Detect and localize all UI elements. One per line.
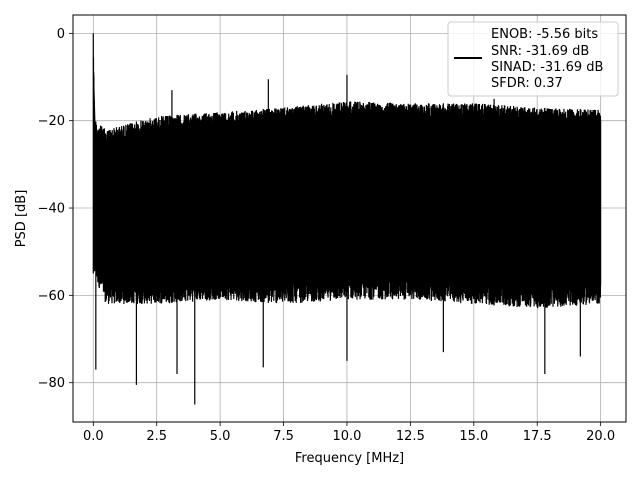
legend: ENOB: -5.56 bits SNR: -31.69 dB SINAD: -… <box>447 21 619 97</box>
y-tick-label: −20 <box>38 114 65 129</box>
x-tick-label: 20.0 <box>586 429 615 444</box>
y-tick-label: −40 <box>38 202 65 217</box>
y-axis-ticks: 0 −20 −40 −60 −80 <box>38 27 73 391</box>
y-axis-label: PSD [dB] <box>14 190 29 248</box>
x-tick-label: 15.0 <box>459 429 488 444</box>
y-tick-label: −80 <box>38 376 65 391</box>
legend-line-snr: SNR: -31.69 dB <box>491 44 589 59</box>
legend-box <box>447 21 619 97</box>
x-axis-ticks: 0.0 2.5 5.0 7.5 10.0 12.5 15.0 17.5 20.0 <box>83 422 615 444</box>
legend-line-enob: ENOB: -5.56 bits <box>491 27 598 42</box>
y-tick-label: 0 <box>57 27 65 42</box>
legend-line-sinad: SINAD: -31.69 dB <box>491 60 603 75</box>
psd-series-band <box>93 46 601 265</box>
x-tick-label: 7.5 <box>273 429 294 444</box>
x-axis-label: Frequency [MHz] <box>295 451 404 466</box>
plot-frame <box>72 14 627 423</box>
x-tick-label: 17.5 <box>523 429 552 444</box>
x-tick-label: 12.5 <box>396 429 425 444</box>
y-tick-label: −60 <box>38 289 65 304</box>
x-tick-label: 10.0 <box>332 429 361 444</box>
legend-line-sfdr: SFDR: 0.37 <box>491 76 563 91</box>
x-tick-label: 2.5 <box>146 429 167 444</box>
x-tick-label: 5.0 <box>210 429 231 444</box>
x-tick-label: 0.0 <box>83 429 104 444</box>
